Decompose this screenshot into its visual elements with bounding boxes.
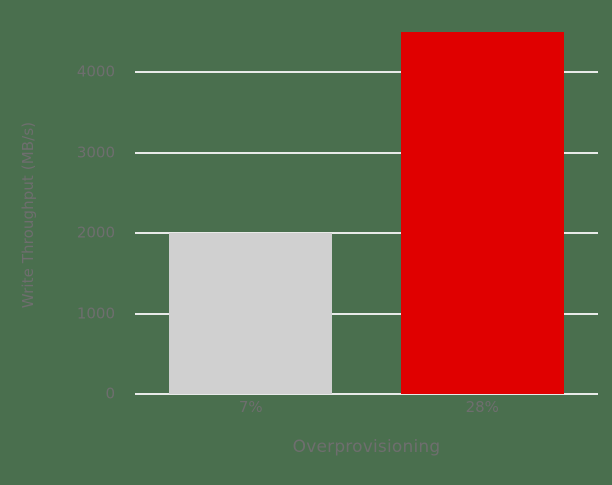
y-axis-tick-label: 1000 — [76, 304, 115, 323]
gridline — [135, 312, 598, 315]
gridline — [135, 232, 598, 235]
y-axis-tick-label: 2000 — [76, 223, 115, 242]
x-axis-title: Overprovisioning — [292, 437, 441, 457]
gridline — [135, 71, 598, 74]
x-axis-tick-labels: 7% 28% — [135, 400, 598, 430]
y-axis-tick-labels: 0 1000 2000 3000 4000 — [35, 20, 115, 401]
bar-28pct — [400, 32, 564, 394]
x-axis-tick-label: 7% — [238, 398, 263, 416]
gridline — [135, 151, 598, 154]
x-axis-tick-label: 28% — [465, 398, 499, 416]
y-axis-tick-label: 3000 — [76, 143, 115, 162]
bar-7pct — [169, 233, 333, 394]
y-axis-tick-label: 4000 — [76, 62, 115, 81]
plot-area — [135, 20, 598, 395]
y-axis-tick-label: 0 — [105, 384, 115, 403]
gridline — [135, 393, 598, 395]
